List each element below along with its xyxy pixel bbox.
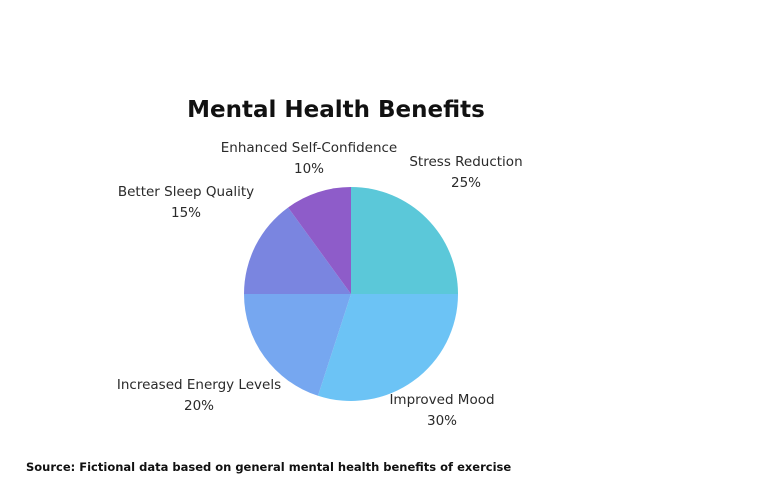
slice-label-better-sleep-quality: Better Sleep Quality bbox=[118, 184, 254, 200]
slice-value-enhanced-self-confidence: 10% bbox=[294, 161, 324, 177]
slice-value-better-sleep-quality: 15% bbox=[171, 205, 201, 221]
pie-slice-better-sleep-quality bbox=[244, 207, 351, 294]
pie-slices bbox=[244, 187, 458, 401]
slice-value-stress-reduction: 25% bbox=[451, 175, 481, 191]
slice-label-stress-reduction: Stress Reduction bbox=[409, 154, 522, 170]
pie-slice-stress-reduction bbox=[351, 187, 458, 294]
pie-slice-enhanced-self-confidence bbox=[288, 187, 351, 294]
slice-value-increased-energy-levels: 20% bbox=[184, 398, 214, 414]
slice-label-increased-energy-levels: Increased Energy Levels bbox=[117, 377, 281, 393]
pie-slice-increased-energy-levels bbox=[244, 294, 351, 396]
source-note: Source: Fictional data based on general … bbox=[26, 460, 512, 474]
pie-slice-improved-mood bbox=[317, 294, 458, 401]
slice-label-improved-mood: Improved Mood bbox=[389, 392, 494, 408]
slice-label-enhanced-self-confidence: Enhanced Self-Confidence bbox=[221, 140, 397, 156]
slice-labels: Stress Reduction 25% Improved Mood 30% Incre… bbox=[117, 140, 523, 429]
slice-value-improved-mood: 30% bbox=[427, 413, 457, 429]
chart-title: Mental Health Benefits bbox=[187, 97, 485, 123]
